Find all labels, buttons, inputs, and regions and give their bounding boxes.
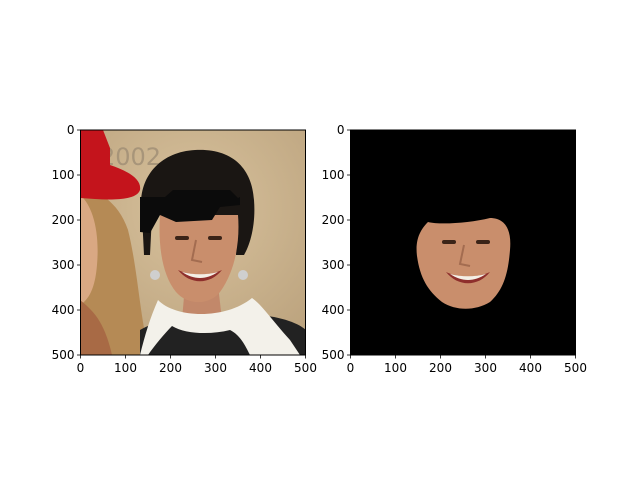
- mask-y-tick-label: 300: [322, 258, 345, 272]
- photo-y-tick-label: 100: [52, 168, 75, 182]
- photo-x-tick-label: 300: [204, 361, 227, 375]
- mask-y-tick-label: 200: [322, 213, 345, 227]
- photo-x-tick-label: 0: [77, 361, 85, 375]
- mask-left-eye: [442, 240, 456, 244]
- photo-x-tick-label: 200: [159, 361, 182, 375]
- mask-x-tick-label: 100: [384, 361, 407, 375]
- left-person-clothing: [80, 300, 112, 355]
- photo-y-tick-label: 0: [67, 123, 75, 137]
- photo-x-tick-label: 500: [294, 361, 317, 375]
- photo-panel: 2002: [52, 123, 317, 375]
- mask-y-tick-label: 100: [322, 168, 345, 182]
- subject-scarf: [140, 298, 300, 355]
- mask-image: [350, 130, 576, 355]
- mask-x-tick-label: 300: [474, 361, 497, 375]
- mask-x-tick-label: 400: [519, 361, 542, 375]
- black-patch: [140, 190, 240, 233]
- photo-x-tick-label: 400: [249, 361, 272, 375]
- mask-x-tick-label: 500: [564, 361, 587, 375]
- subject-left-eye: [175, 236, 189, 240]
- mask-y-tick-label: 500: [322, 348, 345, 362]
- subject-teeth: [182, 272, 218, 278]
- mask-teeth: [450, 274, 486, 280]
- red-hat: [80, 130, 141, 200]
- photo-panel-frame: [80, 129, 306, 356]
- subject-right-eye: [208, 236, 222, 240]
- photo-y-tick-label: 200: [52, 213, 75, 227]
- photo-y-tick-label: 300: [52, 258, 75, 272]
- mask-x-tick-label: 200: [429, 361, 452, 375]
- mask-y-tick-label: 400: [322, 303, 345, 317]
- mask-right-eye: [476, 240, 490, 244]
- mask-x-tick-label: 0: [347, 361, 355, 375]
- photo-x-tick-label: 100: [114, 361, 137, 375]
- mask-nose: [458, 244, 471, 267]
- photo-y-tick-label: 500: [52, 348, 75, 362]
- mask-panel-frame: [350, 129, 576, 356]
- subject-nose: [190, 239, 203, 263]
- subject-right-earring: [238, 270, 248, 280]
- mask-y-tick-label: 0: [337, 123, 345, 137]
- subject-left-earring: [150, 270, 160, 280]
- left-person-hair: [80, 185, 150, 355]
- left-person-face: [80, 195, 98, 305]
- photo-image: 2002: [80, 130, 306, 355]
- photo-y-tick-label: 400: [52, 303, 75, 317]
